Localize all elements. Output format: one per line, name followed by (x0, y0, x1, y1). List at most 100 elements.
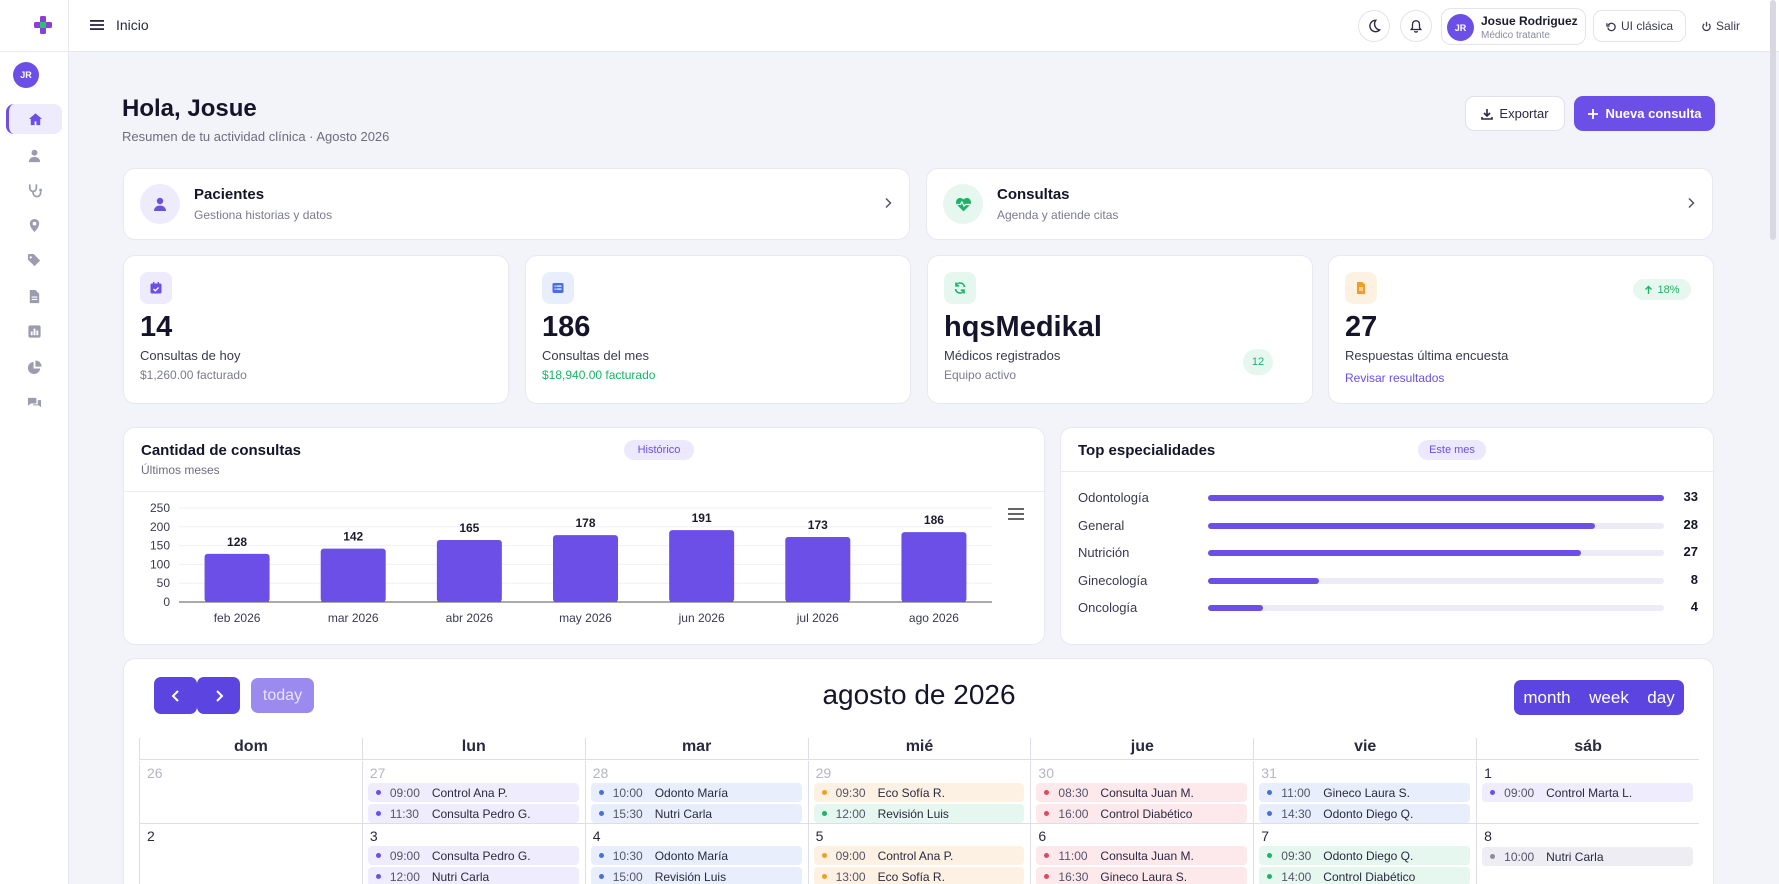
heart-pulse-icon (955, 197, 971, 211)
calendar-day-number: 4 (592, 828, 601, 844)
calendar-event[interactable]: 11:00 Gineco Laura S. (1259, 783, 1471, 802)
calendar-event[interactable]: 12:00 Revisión Luis (813, 804, 1025, 823)
calendar-event[interactable]: 09:00 Control Ana P. (367, 783, 579, 802)
calendar-day-cell[interactable]: 2 (139, 824, 362, 884)
sidebar-item-home[interactable] (6, 104, 62, 134)
calendar-event[interactable]: 09:30 Odonto Diego Q. (1259, 846, 1471, 865)
view-day-button[interactable]: day (1638, 680, 1684, 715)
calendar-today-button[interactable]: today (251, 678, 314, 713)
this-month-badge[interactable]: Este mes (1418, 440, 1486, 460)
event-dot-icon (598, 790, 604, 795)
specialties-divider (1061, 471, 1715, 472)
event-time: 09:00 (835, 849, 866, 863)
x-tick-label: ago 2026 (909, 611, 959, 625)
notifications-button[interactable] (1400, 10, 1432, 42)
specialty-bar-track (1208, 495, 1664, 501)
calendar-event[interactable]: 13:00 Eco Sofía R. (813, 867, 1025, 884)
calendar-event[interactable]: 12:00 Nutri Carla (367, 867, 579, 884)
review-results-link[interactable]: Revisar resultados (1345, 371, 1445, 385)
sidebar-item-documents[interactable] (6, 281, 62, 311)
calendar-day-cell[interactable]: 26 (139, 761, 362, 824)
patients-nav-card[interactable]: Pacientes Gestiona historias y datos (123, 168, 910, 240)
calendar-day-cell[interactable]: 27 09:00 Control Ana P. 11:30 Consulta Pedro… (361, 761, 585, 824)
data-label: 142 (343, 530, 363, 544)
consultations-nav-card[interactable]: Consultas Agenda y atiende citas (926, 168, 1713, 240)
sidebar-item-messages[interactable] (6, 387, 62, 417)
sidebar-item-patients[interactable] (6, 140, 62, 170)
chart-menu-icon[interactable] (1008, 508, 1024, 522)
calendar-event[interactable]: 09:00 Control Ana P. (813, 846, 1025, 865)
calendar-event[interactable]: 11:00 Consulta Juan M. (1036, 846, 1248, 865)
menu-icon[interactable] (89, 17, 105, 33)
calendar-card: today agosto de 2026 month week day dom l… (123, 658, 1714, 884)
consultations-subtitle: Agenda y atiende citas (997, 208, 1119, 222)
calendar-event[interactable]: 10:30 Odonto María (590, 846, 802, 865)
calendar-event[interactable]: 10:00 Nutri Carla (1482, 847, 1693, 866)
calendar-event[interactable]: 11:30 Consulta Pedro G. (367, 804, 579, 823)
sidebar-item-locations[interactable] (6, 210, 62, 240)
calendar-event[interactable]: 09:30 Eco Sofía R. (813, 783, 1025, 802)
document-icon (1357, 282, 1365, 294)
new-consultation-button[interactable]: Nueva consulta (1574, 96, 1715, 131)
calendar-day-cell[interactable]: 6 11:00 Consulta Juan M. 16:30 Gineco Laura … (1030, 824, 1253, 884)
calendar-day-cell[interactable]: 29 09:30 Eco Sofía R. 12:00 Revisión Luis (807, 761, 1031, 824)
view-week-button[interactable]: week (1580, 680, 1638, 715)
page-scrollbar[interactable] (1770, 0, 1776, 240)
tags-icon (27, 253, 40, 266)
event-time: 09:00 (389, 849, 420, 863)
calendar-day-cell[interactable]: 28 10:00 Odonto María 15:30 Nutri Carla (584, 761, 808, 824)
calendar-event[interactable]: 08:30 Consulta Juan M. (1036, 783, 1248, 802)
calendar-event[interactable]: 15:30 Nutri Carla (590, 804, 802, 823)
sidebar-divider (0, 51, 69, 52)
sidebar-item-tags[interactable] (6, 245, 62, 275)
sidebar-item-analytics[interactable] (6, 352, 62, 382)
specialty-bar-track (1208, 550, 1664, 556)
calendar-next-button[interactable] (197, 677, 240, 714)
calendar-event[interactable]: 16:00 Control Diabético (1036, 804, 1248, 823)
event-title: Odonto María (654, 849, 729, 863)
classic-ui-button[interactable]: UI clásica (1593, 10, 1686, 42)
logout-button[interactable]: Salir (1693, 10, 1748, 42)
user-menu[interactable]: JR Josue Rodriguez Médico tratante (1441, 8, 1586, 45)
calendar-event[interactable]: 09:00 Consulta Pedro G. (367, 846, 579, 865)
dark-mode-toggle[interactable] (1358, 10, 1390, 42)
event-dot-icon (1267, 790, 1273, 795)
event-dot-icon (821, 853, 827, 858)
calendar-weekday-header: mié (807, 738, 1031, 760)
sidebar-avatar[interactable]: JR (13, 62, 39, 88)
calendar-day-cell[interactable]: 5 09:00 Control Ana P. 13:00 Eco Sofía R. (807, 824, 1031, 884)
event-time: 12:00 (389, 870, 420, 884)
event-title: Revisión Luis (877, 807, 949, 821)
view-month-button[interactable]: month (1514, 680, 1580, 715)
historic-badge[interactable]: Histórico (624, 440, 694, 460)
event-title: Consulta Juan M. (1100, 849, 1194, 863)
specialty-row: General 28 (1078, 516, 1698, 536)
calendar-event[interactable]: 14:30 Odonto Diego Q. (1259, 804, 1471, 823)
sidebar-item-reports[interactable] (6, 316, 62, 346)
event-title: Control Marta L. (1546, 786, 1633, 800)
export-button[interactable]: Exportar (1465, 96, 1565, 131)
calendar-event[interactable]: 16:30 Gineco Laura S. (1036, 867, 1248, 884)
event-time: 15:00 (612, 870, 643, 884)
calendar-day-cell[interactable]: 4 10:30 Odonto María 15:00 Revisión Luis (584, 824, 808, 884)
calendar-event[interactable]: 10:00 Odonto María (590, 783, 802, 802)
survey-change-badge: 18% (1633, 279, 1691, 300)
event-title: Odonto Diego Q. (1323, 849, 1414, 863)
calendar-day-cell[interactable]: 8 10:00 Nutri Carla (1476, 824, 1699, 884)
calendar-event[interactable]: 14:00 Control Diabético (1259, 867, 1471, 884)
calendar-day-cell[interactable]: 7 09:30 Odonto Diego Q. 14:00 Control Diabét… (1253, 824, 1476, 884)
calendar-event[interactable]: 09:00 Control Marta L. (1482, 783, 1693, 802)
event-time: 10:30 (612, 849, 643, 863)
calendar-day-number: 28 (592, 765, 609, 781)
calendar-day-cell[interactable]: 3 09:00 Consulta Pedro G. 12:00 Nutri Carla (361, 824, 585, 884)
calendar-day-cell[interactable]: 31 11:00 Gineco Laura S. 14:30 Odonto Diego … (1253, 761, 1477, 824)
calendar-day-number: 27 (369, 765, 386, 781)
event-title: Gineco Laura S. (1323, 786, 1410, 800)
calendar-event[interactable]: 15:00 Revisión Luis (590, 867, 802, 884)
y-tick-label: 0 (163, 595, 170, 609)
calendar-prev-button[interactable] (154, 677, 197, 714)
event-title: Consulta Pedro G. (431, 807, 531, 821)
calendar-day-cell[interactable]: 30 08:30 Consulta Juan M. 16:00 Control Diab… (1030, 761, 1254, 824)
sidebar-item-consultations[interactable] (6, 175, 62, 205)
calendar-day-cell[interactable]: 1 09:00 Control Marta L. (1476, 761, 1699, 824)
